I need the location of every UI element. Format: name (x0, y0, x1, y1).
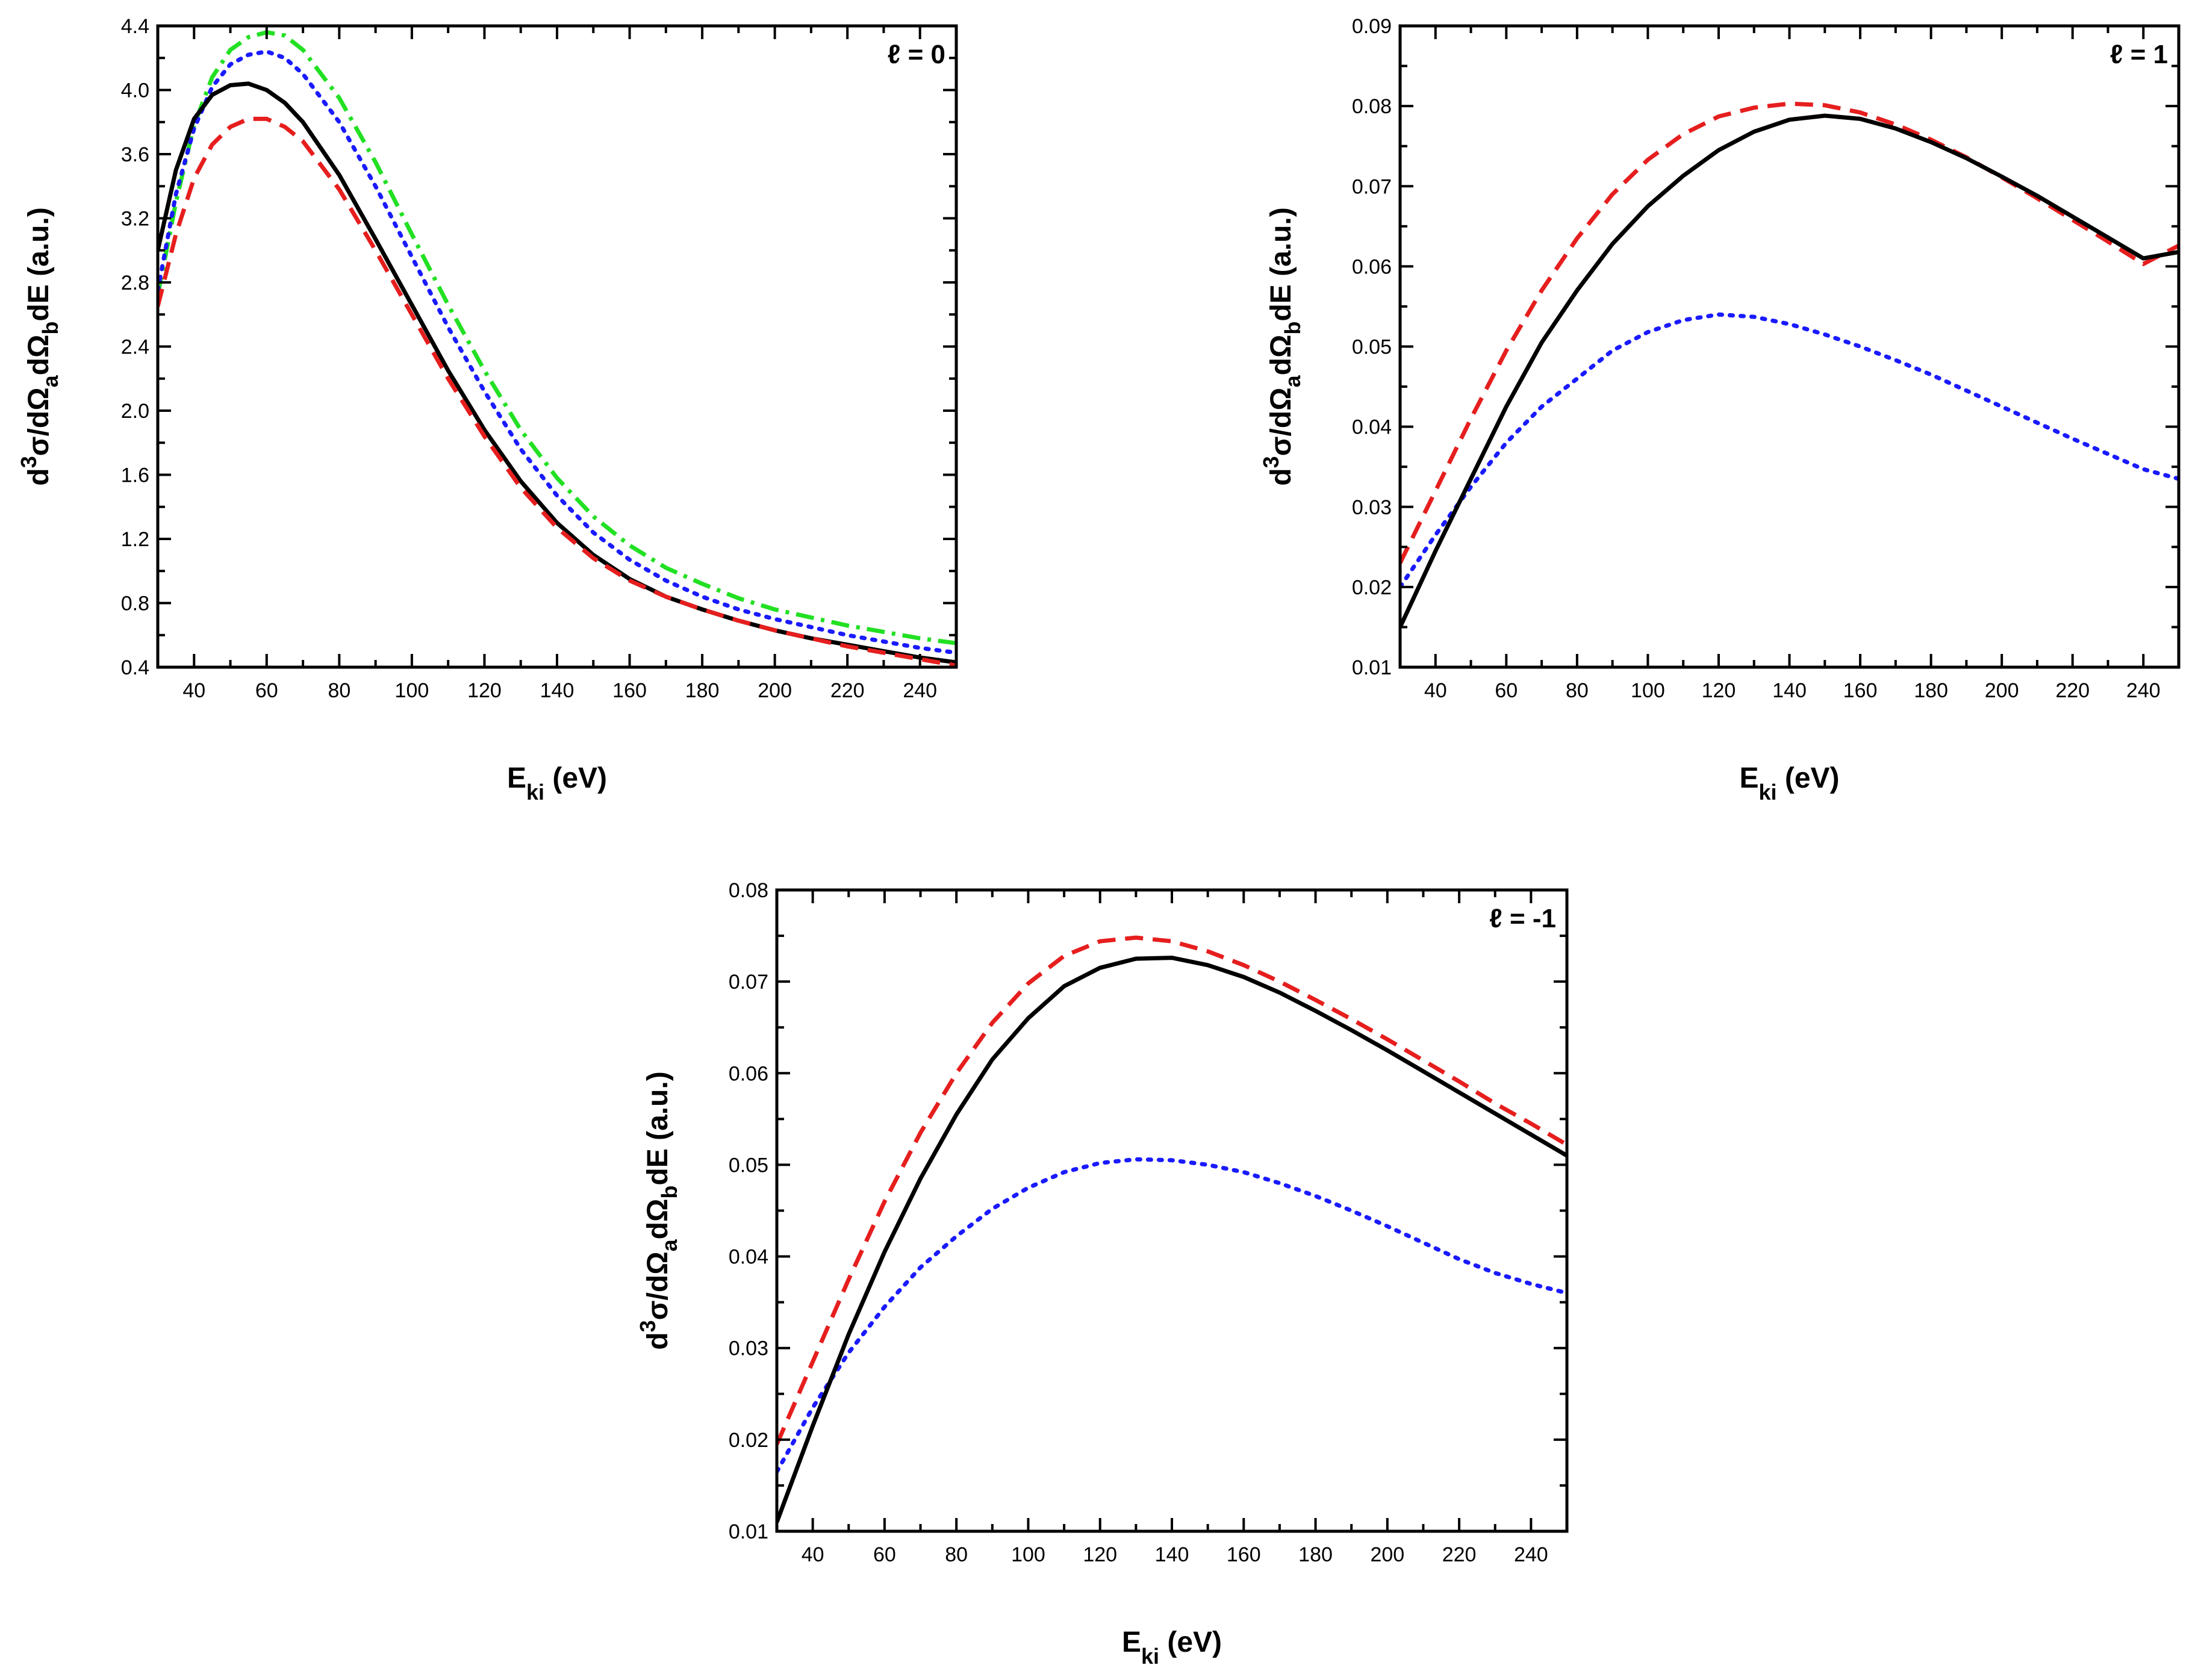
x-axis-title: Eki (eV) (1739, 762, 1839, 804)
x-tick-label: 140 (540, 679, 574, 702)
y-tick-label: 0.04 (729, 1246, 768, 1269)
x-tick-label: 200 (758, 679, 792, 702)
y-tick-label: 2.4 (121, 336, 149, 359)
series-line-blue-dotted (158, 49, 956, 655)
x-tick-label: 160 (1227, 1543, 1261, 1566)
y-tick-label: 1.2 (121, 528, 149, 551)
y-tick-label: 0.06 (1352, 255, 1392, 278)
x-tick-label: 160 (1843, 679, 1878, 702)
x-tick-label: 120 (1083, 1543, 1117, 1566)
y-tick-label: 0.08 (729, 879, 768, 902)
x-tick-label: 240 (903, 679, 937, 702)
y-tick-label: 0.4 (121, 656, 149, 679)
y-tick-label: 0.01 (1352, 656, 1392, 679)
y-tick-label: 0.08 (1352, 95, 1392, 118)
x-tick-label: 180 (1914, 679, 1948, 702)
x-tick-label: 40 (802, 1543, 824, 1566)
x-tick-label: 220 (2055, 679, 2090, 702)
x-tick-label: 220 (1442, 1543, 1477, 1566)
x-tick-label: 60 (873, 1543, 896, 1566)
y-tick-label: 0.05 (1352, 336, 1392, 359)
x-tick-label: 40 (182, 679, 205, 702)
series-line-black-solid (158, 81, 956, 665)
y-tick-label: 0.07 (729, 971, 768, 994)
y-axis-title: d3σ/dΩadΩbdE (a.u.) (16, 207, 63, 486)
y-tick-label: 4.0 (121, 79, 149, 102)
x-tick-label: 240 (2126, 679, 2161, 702)
y-tick-label: 0.04 (1352, 416, 1392, 439)
y-tick-label: 0.02 (1352, 576, 1392, 599)
x-tick-label: 240 (1514, 1543, 1548, 1566)
x-axis-title: Eki (eV) (1122, 1626, 1222, 1669)
y-tick-label: 0.01 (729, 1520, 768, 1543)
x-tick-label: 60 (1495, 679, 1518, 702)
x-tick-label: 200 (1985, 679, 2019, 702)
x-tick-label: 120 (467, 679, 502, 702)
panel-l0: 40 60 80 100 120 140 160 180 200 220 240 0.4 0.8 1.2 1… (16, 15, 958, 804)
x-tick-label: 140 (1155, 1543, 1189, 1566)
x-axis-title: Eki (eV) (507, 762, 607, 804)
series-line-red-dashed (777, 935, 1567, 1445)
x-tick-label: 100 (1631, 679, 1665, 702)
series-line-red-dashed (158, 116, 956, 667)
y-tick-label: 0.05 (729, 1154, 768, 1177)
series-group (777, 935, 1567, 1523)
panel-label: ℓ = 1 (2110, 40, 2168, 69)
x-tick-label: 140 (1772, 679, 1807, 702)
y-tick-label: 2.8 (121, 272, 149, 294)
series-line-blue-dotted (1400, 312, 2179, 590)
panel-lminus1: 40 60 80 100 120 140 160 180 200 220 240 0.01 0.02 0.… (635, 879, 1569, 1669)
x-tick-label: 80 (1566, 679, 1589, 702)
x-tick-label: 180 (685, 679, 720, 702)
plot-frame (775, 888, 1569, 1533)
series-line-green-dash-dot (158, 30, 956, 646)
y-tick-label: 3.2 (121, 208, 149, 231)
series-line-blue-dotted (777, 1157, 1567, 1474)
y-tick-label: 1.6 (121, 464, 149, 487)
y-axis-title: d3σ/dΩadΩbdE (a.u.) (1259, 207, 1305, 486)
y-tick-label: 4.4 (121, 15, 149, 38)
y-tick-label: 0.02 (729, 1429, 768, 1452)
x-tick-label: 160 (612, 679, 647, 702)
series-line-black-solid (777, 956, 1567, 1523)
x-tick-label: 40 (1424, 679, 1447, 702)
y-tick-label: 3.6 (121, 143, 149, 166)
plot-frame (156, 24, 958, 669)
series-group (158, 30, 956, 667)
y-tick-label: 0.06 (729, 1062, 768, 1085)
series-line-black-solid (1400, 113, 2179, 628)
x-tick-label: 200 (1370, 1543, 1404, 1566)
panel-label: ℓ = 0 (888, 40, 945, 69)
y-tick-label: 0.07 (1352, 175, 1392, 198)
y-tick-label: 0.03 (729, 1337, 768, 1360)
x-tick-label: 100 (1011, 1543, 1045, 1566)
series-line-red-dashed (1400, 101, 2179, 564)
x-tick-label: 60 (255, 679, 278, 702)
x-tick-label: 80 (945, 1543, 968, 1566)
y-axis-title: d3σ/dΩadΩbdE (a.u.) (635, 1071, 682, 1350)
x-tick-label: 180 (1298, 1543, 1333, 1566)
plot-frame (1398, 24, 2181, 669)
panel-label: ℓ = -1 (1489, 904, 1556, 933)
y-tick-label: 0.09 (1352, 15, 1392, 38)
x-tick-label: 220 (830, 679, 865, 702)
y-tick-label: 2.0 (121, 400, 149, 423)
series-group (1400, 101, 2179, 628)
x-tick-label: 100 (395, 679, 429, 702)
x-tick-label: 80 (328, 679, 350, 702)
y-tick-label: 0.03 (1352, 496, 1392, 519)
panel-l1: 40 60 80 100 120 140 160 180 200 220 240 0.01 0.02 0.… (1259, 15, 2181, 804)
x-tick-label: 120 (1702, 679, 1736, 702)
y-tick-label: 0.8 (121, 593, 149, 615)
